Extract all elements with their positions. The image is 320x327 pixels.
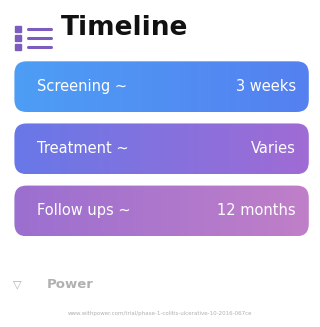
- Text: Follow ups ~: Follow ups ~: [37, 203, 131, 218]
- Text: Treatment ~: Treatment ~: [37, 141, 128, 156]
- Text: 12 months: 12 months: [217, 203, 296, 218]
- Text: Screening ~: Screening ~: [37, 79, 127, 94]
- Text: Varies: Varies: [251, 141, 296, 156]
- Text: ▽: ▽: [13, 280, 22, 289]
- Text: Power: Power: [46, 278, 93, 291]
- Text: www.withpower.com/trial/phase-1-colitis-ulcerative-10-2016-067ce: www.withpower.com/trial/phase-1-colitis-…: [68, 311, 252, 316]
- Text: Timeline: Timeline: [61, 15, 188, 41]
- Text: 3 weeks: 3 weeks: [236, 79, 296, 94]
